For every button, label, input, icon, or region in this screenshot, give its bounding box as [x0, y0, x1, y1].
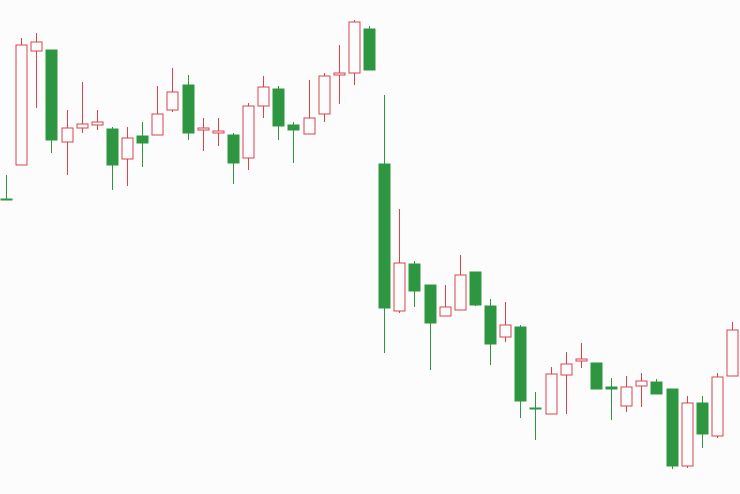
candle-body — [151, 113, 164, 136]
candle-body — [514, 326, 527, 402]
candle-body — [363, 28, 376, 71]
candle-body — [590, 362, 603, 390]
candle-body — [605, 386, 618, 390]
candle-body — [318, 75, 331, 115]
candle-body — [635, 380, 648, 387]
candle-body — [666, 388, 679, 467]
candle-body — [45, 49, 58, 141]
candle-body — [303, 117, 316, 135]
candle-body — [469, 271, 482, 306]
candle-body — [227, 134, 240, 164]
candle-body — [166, 91, 179, 111]
candle-body — [91, 121, 104, 126]
candle-body — [76, 123, 89, 129]
candle-body — [378, 163, 391, 309]
candle-body — [681, 402, 694, 467]
candle-body — [711, 376, 724, 437]
candle-body — [408, 263, 421, 292]
candle-body — [182, 84, 195, 134]
candle-body — [393, 262, 406, 312]
candle-body — [484, 305, 497, 345]
candle-body — [287, 124, 300, 131]
candle-body — [272, 88, 285, 127]
candle-body — [348, 21, 361, 74]
candle-body — [333, 72, 346, 76]
candle-body — [15, 44, 28, 166]
candle-body — [121, 137, 134, 160]
candle-body — [30, 41, 43, 52]
candle-body — [136, 135, 149, 144]
candle-body — [257, 86, 270, 107]
candle-body — [197, 127, 210, 131]
candle-body — [242, 105, 255, 159]
candle-body — [529, 407, 542, 410]
candle-body — [0, 198, 13, 201]
candle-body — [575, 358, 588, 362]
candle-body — [696, 402, 709, 435]
candle-body — [439, 306, 452, 317]
candle-body — [620, 386, 633, 407]
candle-body — [726, 329, 739, 377]
candle-body — [61, 127, 74, 143]
candle-body — [212, 130, 225, 134]
candle-body — [545, 373, 558, 415]
candle-body — [424, 284, 437, 324]
candle-body — [650, 381, 663, 395]
candle-body — [106, 128, 119, 166]
candle-body — [560, 363, 573, 376]
candle-body — [499, 324, 512, 338]
candle-body — [454, 274, 467, 311]
